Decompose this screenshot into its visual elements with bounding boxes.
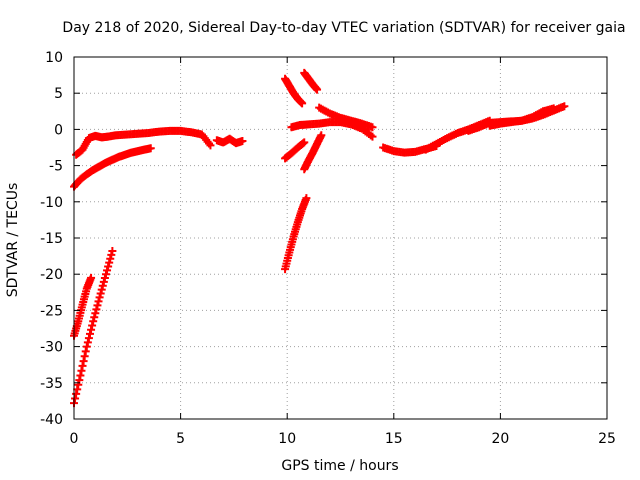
data-point (84, 334, 93, 343)
y-tick-label: 5 (54, 86, 63, 102)
data-point (78, 361, 87, 370)
data-point (95, 293, 104, 302)
y-tick-label: -30 (40, 340, 63, 356)
data-point (104, 262, 113, 271)
y-tick-label: -20 (40, 267, 63, 283)
data-point (105, 258, 114, 267)
data-point (89, 317, 98, 326)
data-point (76, 371, 85, 380)
data-point (73, 385, 82, 394)
series-arc-a (70, 144, 155, 191)
data-point (72, 389, 81, 398)
y-tick-label: 10 (45, 50, 63, 66)
data-point (88, 321, 97, 330)
data-point (97, 285, 106, 294)
data-point (103, 266, 112, 275)
data-point (302, 194, 311, 203)
y-tick-label: -25 (40, 303, 63, 319)
grid-lines (74, 57, 607, 419)
y-axis-label: SDTVAR / TECUs (5, 183, 21, 298)
data-point (94, 297, 103, 306)
data-point (98, 281, 107, 290)
y-tick-label: -10 (40, 195, 63, 211)
series-arc-c (212, 134, 247, 148)
series-arc-h (300, 68, 322, 94)
data-point (96, 289, 105, 298)
series-arc-f (281, 194, 311, 274)
data-point (85, 329, 94, 338)
y-tick-label: -35 (40, 376, 63, 392)
data-point (91, 309, 100, 318)
series-arc-p (464, 104, 558, 135)
data-point (90, 313, 99, 322)
data-point (100, 274, 109, 283)
data-point (300, 138, 309, 147)
data-point (108, 247, 117, 256)
x-tick-label: 20 (491, 431, 509, 447)
data-point (549, 104, 558, 113)
data-point (238, 136, 247, 145)
x-tick-label: 0 (70, 431, 79, 447)
data-point (87, 325, 96, 334)
data-point (93, 301, 102, 310)
data-point (106, 254, 115, 263)
x-axis-label: GPS time / hours (281, 458, 398, 474)
series-arc-b (72, 126, 215, 159)
data-point (83, 338, 92, 347)
x-tick-label: 15 (385, 431, 403, 447)
data-point (79, 357, 88, 366)
data-point (206, 141, 215, 150)
series-arc-g (281, 74, 307, 108)
data-point (317, 131, 326, 140)
data-point (71, 394, 80, 403)
data-point (560, 102, 569, 111)
series-arc-i (281, 138, 309, 163)
series-arc-j (300, 131, 326, 174)
data-point (99, 277, 108, 286)
data-point (80, 352, 89, 361)
series-arc-e (70, 247, 117, 408)
series-arc-l (287, 118, 377, 141)
x-tick-label: 10 (278, 431, 296, 447)
y-tick-label: 0 (54, 122, 63, 138)
data-point (74, 380, 83, 389)
data-point (77, 366, 86, 375)
data-point (82, 342, 91, 351)
x-tick-label: 25 (598, 431, 616, 447)
chart-title: Day 218 of 2020, Sidereal Day-to-day VTE… (62, 20, 625, 36)
y-tick-label: -15 (40, 231, 63, 247)
data-point (92, 305, 101, 314)
data-point (107, 250, 116, 259)
data-point (368, 123, 377, 132)
data-point (87, 273, 96, 282)
axis-ticks: 0 5 10 15 20 25 -40 -35 -30 -25 -20 -15 -10 -5 0 5 10 (40, 50, 616, 447)
y-tick-label: -40 (40, 412, 63, 428)
data-points (70, 68, 569, 408)
data-point (313, 85, 322, 94)
x-tick-label: 5 (176, 431, 185, 447)
data-point (298, 99, 307, 108)
y-tick-label: -5 (49, 159, 63, 175)
data-point (81, 347, 90, 356)
data-point (146, 144, 155, 153)
series-arc-d (70, 273, 96, 340)
data-point (101, 270, 110, 279)
data-point (368, 132, 377, 141)
